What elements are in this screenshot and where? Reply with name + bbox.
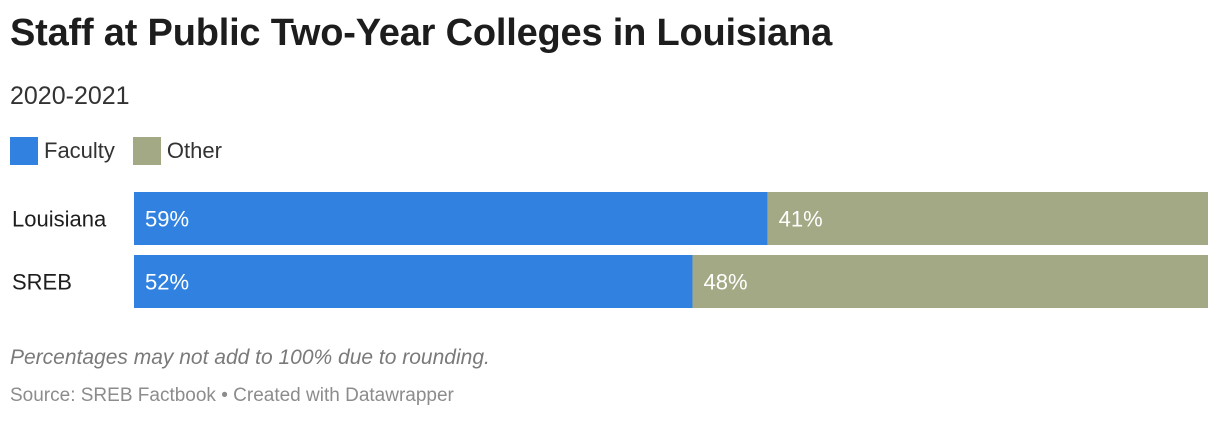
stacked-bar-chart: Louisiana 59% 41% SREB 52% 48% [0, 185, 1220, 330]
chart-svg: Louisiana 59% 41% SREB 52% 48% [12, 192, 1208, 308]
category-label-louisiana: Louisiana [12, 207, 107, 232]
bar-louisiana-other [767, 192, 1208, 245]
data-label-sreb-other: 48% [703, 270, 747, 295]
legend-item-faculty: Faculty [10, 137, 115, 165]
legend-label-faculty: Faculty [44, 138, 115, 163]
legend-label-other: Other [166, 138, 222, 163]
category-label-sreb: SREB [12, 270, 72, 295]
legend-item-other: Other [132, 137, 222, 165]
source-separator: • [215, 385, 234, 406]
legend: Faculty Other [10, 137, 240, 165]
legend-swatch-other [132, 137, 161, 165]
bar-sreb-other [692, 255, 1208, 308]
chart-subtitle: 2020-2021 [10, 82, 130, 110]
chart-title: Staff at Public Two-Year Colleges in Lou… [10, 12, 833, 54]
legend-swatch-faculty [10, 137, 38, 165]
chart-source-line: Source: SREB Factbook • Created with Dat… [10, 385, 454, 407]
data-label-louisiana-other: 41% [779, 207, 823, 232]
chart-note: Percentages may not add to 100% due to r… [10, 346, 490, 369]
data-label-sreb-faculty: 52% [145, 270, 189, 295]
bar-sreb-faculty [134, 255, 693, 308]
data-label-louisiana-faculty: 59% [145, 207, 189, 232]
source-text: Source: SREB Factbook [10, 385, 216, 406]
bar-louisiana-faculty [134, 192, 768, 245]
credit-text: Created with Datawrapper [233, 385, 454, 406]
